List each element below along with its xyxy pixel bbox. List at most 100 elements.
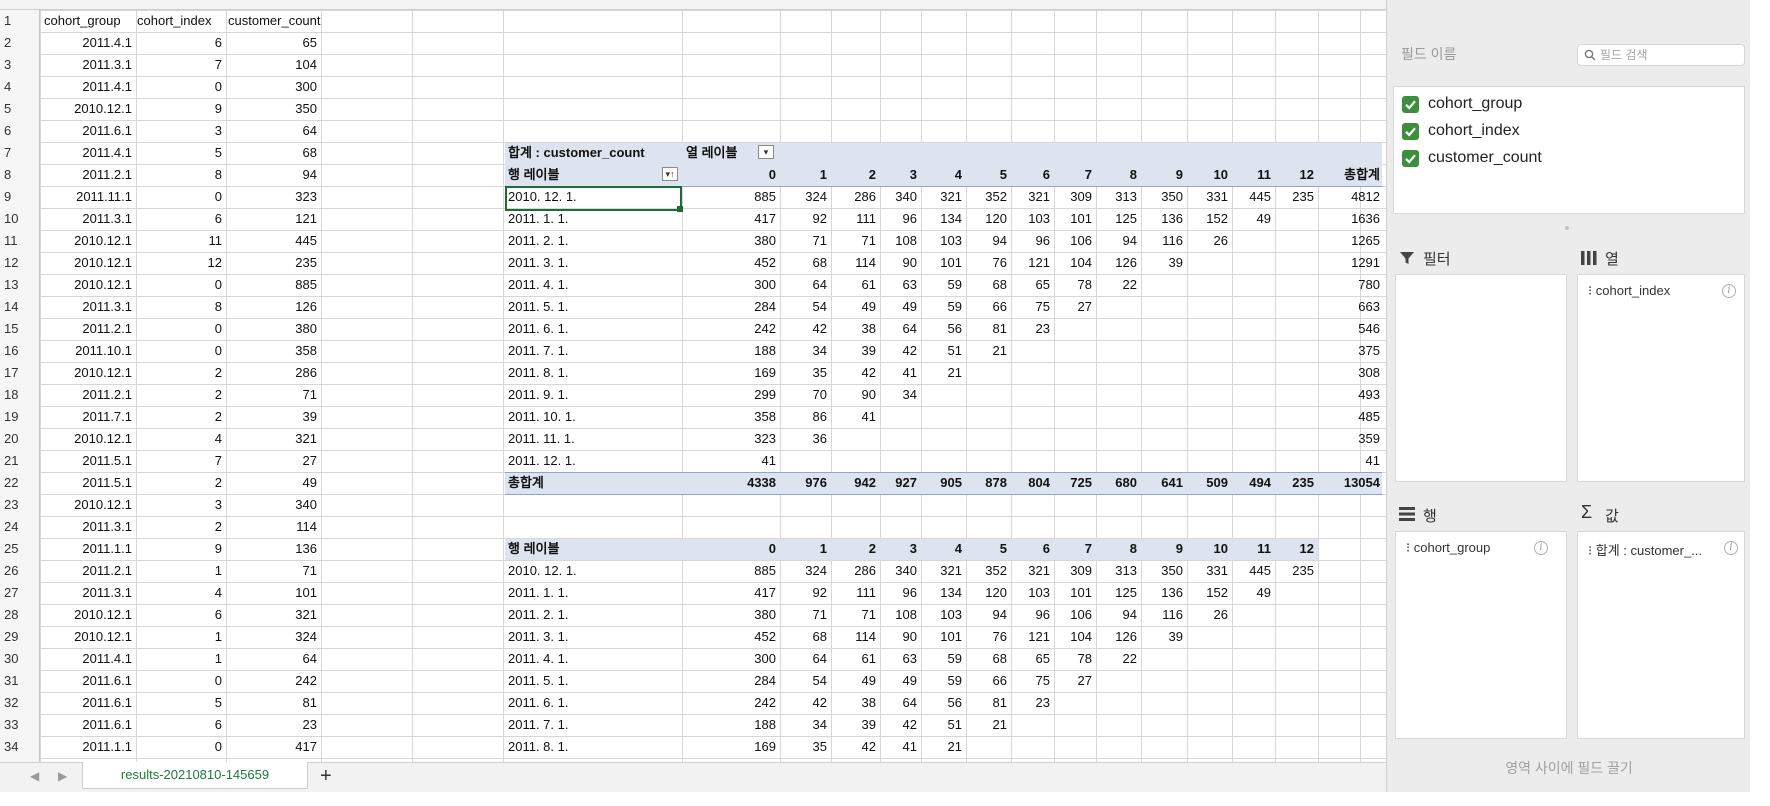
copy-value-cell[interactable]: 92 [812,585,827,600]
row-number[interactable]: 4 [4,79,12,94]
row-label-sort-filter-button[interactable]: ▾↑ [662,167,678,181]
copy-column-header[interactable]: 5 [999,541,1007,556]
values-drop-area[interactable]: ⁝ 합계 : customer_... i [1577,531,1745,739]
pivot-value-cell[interactable]: 417 [754,211,776,226]
source-customer-count-cell[interactable]: 242 [295,673,317,688]
pivot-value-cell[interactable]: 23 [1035,321,1050,336]
copy-value-cell[interactable]: 417 [754,585,776,600]
copy-column-header[interactable]: 10 [1213,541,1228,556]
pivot-row-total[interactable]: 375 [1358,343,1380,358]
copy-value-cell[interactable]: 71 [861,607,876,622]
source-customer-count-cell[interactable]: 324 [295,629,317,644]
pivot-value-cell[interactable]: 42 [861,365,876,380]
source-cohort-index-cell[interactable]: 0 [214,79,222,94]
row-number[interactable]: 19 [4,409,19,424]
pivot-value-cell[interactable]: 101 [1070,211,1092,226]
copy-value-cell[interactable]: 22 [1122,651,1137,666]
pivot-column-header[interactable]: 4 [954,167,962,182]
row-number[interactable]: 11 [4,233,18,248]
row-number[interactable]: 8 [4,167,12,182]
pivot-value-cell[interactable]: 121 [1028,255,1050,270]
copy-value-cell[interactable]: 27 [1077,673,1092,688]
pivot-value-cell[interactable]: 39 [861,343,876,358]
copy-value-cell[interactable]: 96 [902,585,917,600]
source-customer-count-cell[interactable]: 68 [302,145,317,160]
source-cohort-group-cell[interactable]: 2010.12.1 [74,277,132,292]
copy-value-cell[interactable]: 38 [861,695,876,710]
copy-value-cell[interactable]: 125 [1115,585,1137,600]
row-number[interactable]: 13 [4,277,19,292]
row-number[interactable]: 3 [4,57,12,72]
pivot-value-cell[interactable]: 452 [754,255,776,270]
pivot-value-cell[interactable]: 64 [902,321,917,336]
row-number[interactable]: 14 [4,299,19,314]
source-cohort-group-cell[interactable]: 2011.1.1 [82,541,132,556]
add-sheet-button[interactable]: + [320,765,332,787]
row-number[interactable]: 12 [4,255,19,270]
copy-value-cell[interactable]: 134 [940,585,962,600]
pivot-value-cell[interactable]: 49 [902,299,917,314]
pivot-value-cell[interactable]: 21 [947,365,962,380]
copy-value-cell[interactable]: 59 [947,651,962,666]
row-number[interactable]: 34 [4,739,19,754]
columns-field-pill[interactable]: ⁝ cohort_index [1588,283,1671,298]
copy-row-label[interactable]: 2011. 7. 1. [508,717,569,732]
source-cohort-index-cell[interactable]: 2 [214,409,222,424]
row-number[interactable]: 29 [4,629,19,644]
copy-value-cell[interactable]: 90 [902,629,917,644]
pivot-value-cell[interactable]: 35 [812,365,827,380]
pivot-grand-total-cell[interactable]: 976 [805,475,827,490]
source-cohort-group-cell[interactable]: 2011.4.1 [82,79,132,94]
source-cohort-group-cell[interactable]: 2011.3.1 [82,585,132,600]
pivot-value-cell[interactable]: 41 [761,453,776,468]
source-customer-count-cell[interactable]: 358 [295,343,317,358]
source-cohort-group-cell[interactable]: 2011.2.1 [82,321,132,336]
source-customer-count-cell[interactable]: 417 [295,739,317,754]
field-search-input[interactable]: 필드 검색 [1577,44,1745,66]
pivot-row-total[interactable]: 663 [1358,299,1380,314]
source-cohort-group-cell[interactable]: 2011.7.1 [82,409,132,424]
copy-value-cell[interactable]: 54 [812,673,827,688]
source-cohort-index-cell[interactable]: 5 [214,145,222,160]
pivot-value-cell[interactable]: 34 [902,387,917,402]
source-cohort-index-cell[interactable]: 1 [214,563,222,578]
row-number[interactable]: 2 [4,35,12,50]
pivot-column-header[interactable]: 6 [1042,167,1050,182]
pivot-row-label[interactable]: 2011. 1. 1. [508,211,569,226]
source-customer-count-cell[interactable]: 121 [295,211,317,226]
prev-sheet-icon[interactable]: ◀ [30,769,40,783]
copy-value-cell[interactable]: 121 [1028,629,1050,644]
copy-value-cell[interactable]: 34 [812,717,827,732]
pivot-value-cell[interactable]: 111 [856,211,876,226]
source-customer-count-cell[interactable]: 380 [295,321,317,336]
copy-value-cell[interactable]: 21 [947,739,962,754]
copy-value-cell[interactable]: 68 [812,629,827,644]
source-cohort-index-cell[interactable]: 6 [214,607,222,622]
pivot-row-label[interactable]: 2011. 3. 1. [508,255,569,270]
source-cohort-group-cell[interactable]: 2011.2.1 [82,387,132,402]
pivot-value-cell[interactable]: 125 [1115,211,1137,226]
copy-value-cell[interactable]: 445 [1249,563,1271,578]
pivot-grand-total-cell[interactable]: 725 [1070,475,1092,490]
source-customer-count-cell[interactable]: 81 [302,695,317,710]
copy-value-cell[interactable]: 66 [992,673,1007,688]
row-number[interactable]: 32 [4,695,19,710]
pivot-row-total[interactable]: 1265 [1351,233,1380,248]
pivot-value-cell[interactable]: 380 [754,233,776,248]
copy-column-header[interactable]: 4 [954,541,962,556]
source-cohort-index-cell[interactable]: 12 [207,255,222,270]
source-cohort-group-cell[interactable]: 2010.12.1 [74,233,132,248]
copy-value-cell[interactable]: 188 [754,717,776,732]
source-cohort-group-cell[interactable]: 2011.3.1 [82,211,132,226]
row-number[interactable]: 9 [4,189,12,204]
copy-value-cell[interactable]: 126 [1115,629,1137,644]
pivot-value-cell[interactable]: 96 [1035,233,1050,248]
source-cohort-index-cell[interactable]: 8 [214,167,222,182]
source-cohort-group-cell[interactable]: 2011.6.1 [82,717,132,732]
row-number[interactable]: 15 [4,321,19,336]
pivot-value-cell[interactable]: 340 [895,189,917,204]
copy-row-label[interactable]: 2011. 4. 1. [508,651,569,666]
pivot-value-cell[interactable]: 68 [812,255,827,270]
source-cohort-index-cell[interactable]: 8 [214,299,222,314]
copy-value-cell[interactable]: 111 [856,585,876,600]
